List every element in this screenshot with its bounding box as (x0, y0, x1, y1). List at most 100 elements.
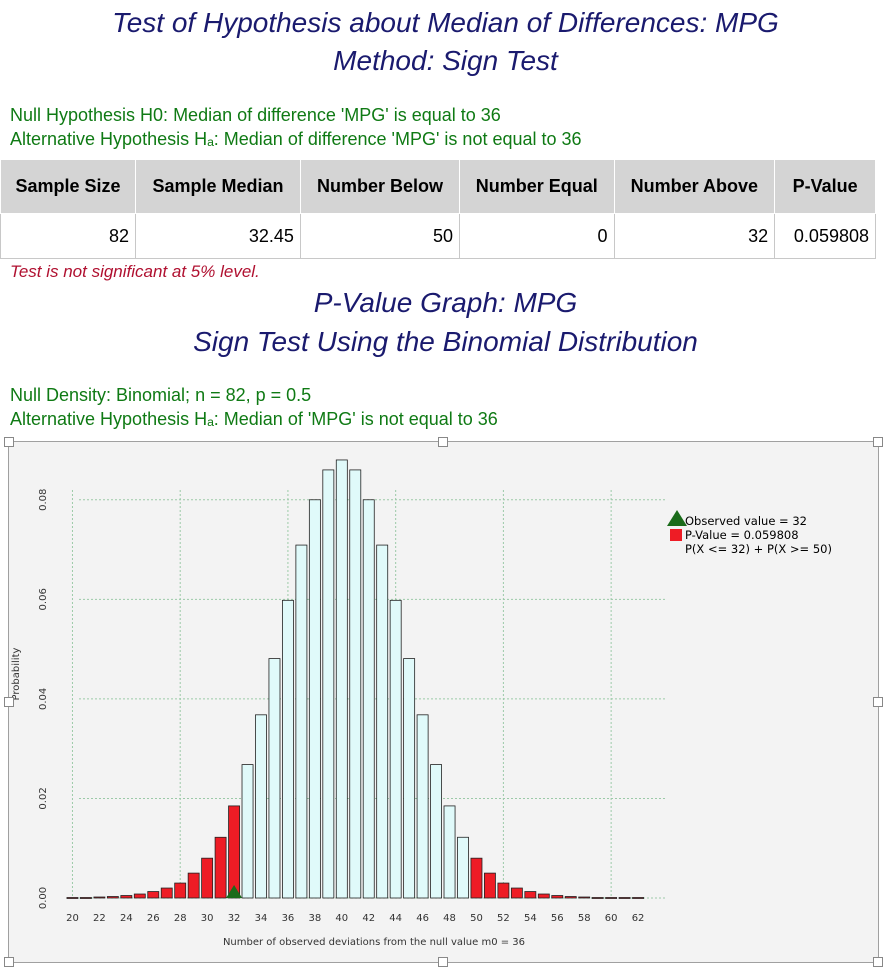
cell-sample-median: 32.45 (135, 213, 301, 259)
resize-handle-top-left[interactable] (4, 437, 14, 447)
x-tick-label: 62 (632, 913, 645, 924)
resize-handle-mid-right[interactable] (873, 697, 883, 707)
bar (524, 891, 537, 899)
bar (282, 599, 294, 899)
x-tick-label: 34 (255, 913, 268, 924)
x-tick-label: 60 (605, 913, 618, 924)
bar (389, 599, 402, 899)
col-sample-median: Sample Median (135, 159, 301, 214)
y-tick-label: 0.02 (38, 787, 49, 809)
bar (214, 836, 227, 899)
x-tick-label: 24 (120, 913, 133, 924)
bar (430, 764, 442, 899)
graph-title-line1: P-Value Graph: MPG (313, 287, 578, 318)
cell-p-value: 0.059808 (774, 213, 876, 259)
observed-marker (226, 885, 243, 898)
bar (564, 896, 577, 899)
bar (295, 544, 308, 899)
bar (308, 499, 321, 899)
x-tick-label: 56 (551, 913, 564, 924)
x-tick-label: 22 (93, 913, 106, 924)
cell-number-below: 50 (299, 213, 461, 259)
bar (322, 469, 335, 899)
bar (484, 872, 496, 899)
cell-number-equal: 0 (459, 213, 615, 259)
x-tick-label: 40 (335, 913, 348, 924)
bar (120, 895, 133, 899)
graph-alt-hypothesis: Alternative Hypothesis Hₐ: Median of 'MP… (10, 409, 498, 429)
cell-number-above: 32 (613, 213, 776, 259)
bar (160, 887, 173, 899)
bar (470, 857, 483, 899)
x-tick-label: 20 (66, 913, 79, 924)
legend-observed-icon (667, 510, 687, 526)
significance-note: Test is not significant at 5% level. (10, 262, 260, 281)
main-title-line2: Method: Sign Test (333, 45, 558, 76)
legend-pvalue-label: P-Value = 0.059808 (685, 528, 799, 542)
bar (537, 893, 550, 899)
cell-sample-size: 82 (0, 213, 137, 259)
legend-pvalue-expression: P(X <= 32) + P(X >= 50) (685, 542, 832, 556)
bar (618, 897, 631, 899)
y-tick-label: 0.00 (38, 887, 49, 909)
x-tick-label: 32 (228, 913, 241, 924)
bar (93, 896, 106, 899)
x-tick-label: 52 (497, 913, 510, 924)
bar (187, 872, 200, 899)
bar (106, 896, 119, 899)
x-tick-label: 36 (282, 913, 295, 924)
y-tick-label: 0.04 (38, 688, 49, 710)
x-tick-label: 48 (443, 913, 456, 924)
bar (376, 544, 389, 899)
main-title-line1: Test of Hypothesis about Median of Diffe… (112, 7, 779, 38)
x-tick-label: 38 (308, 913, 321, 924)
x-tick-label: 58 (578, 913, 591, 924)
bar (174, 882, 187, 899)
graph-title-line2: Sign Test Using the Binomial Distributio… (193, 326, 698, 357)
alt-hypothesis: Alternative Hypothesis Hₐ: Median of dif… (10, 129, 582, 149)
x-tick-label: 42 (362, 913, 375, 924)
x-tick-label: 26 (147, 913, 160, 924)
plot-background (9, 442, 878, 962)
bar (241, 764, 254, 899)
null-density: Null Density: Binomial; n = 82, p = 0.5 (10, 385, 312, 405)
legend-pvalue-icon (670, 529, 682, 541)
bar (510, 887, 523, 899)
bar (66, 897, 79, 899)
bar (497, 882, 510, 899)
bar (147, 891, 160, 899)
bar (268, 658, 281, 899)
x-axis-label: Number of observed deviations from the n… (223, 937, 525, 948)
table-row: 82 32.45 50 0 32 0.059808 (0, 213, 876, 259)
bar (578, 896, 591, 899)
bar (443, 805, 456, 899)
x-tick-label: 54 (524, 913, 537, 924)
bar (403, 658, 416, 899)
resize-handle-top-center[interactable] (438, 437, 448, 447)
bar (133, 893, 146, 899)
bar (201, 857, 214, 899)
bar (605, 897, 618, 899)
p-value-chart: 20 22 24 26 28 30 32 34 36 38 40 42 44 46 48 50 52 54 56 58… (9, 442, 878, 962)
resize-handle-bottom-right[interactable] (873, 957, 883, 967)
x-tick-label: 28 (174, 913, 187, 924)
graph-frame[interactable]: 20 22 24 26 28 30 32 34 36 38 40 42 44 46 48 50 52 54 56 58… (8, 441, 879, 963)
y-tick-label: 0.06 (38, 588, 49, 610)
bar (335, 459, 348, 899)
x-tick-label: 50 (470, 913, 483, 924)
null-hypothesis: Null Hypothesis H0: Median of difference… (10, 105, 501, 125)
resize-handle-bottom-center[interactable] (438, 957, 448, 967)
bar (349, 469, 362, 899)
bar (551, 895, 564, 899)
y-axis-label: Probability (11, 647, 22, 700)
x-tick-label: 30 (201, 913, 214, 924)
col-sample-size: Sample Size (0, 159, 137, 214)
results-table: Sample Size Sample Median Number Below N… (0, 159, 876, 259)
resize-handle-top-right[interactable] (873, 437, 883, 447)
resize-handle-mid-left[interactable] (4, 697, 14, 707)
bar (80, 897, 92, 899)
bar (632, 897, 644, 899)
col-number-equal: Number Equal (459, 159, 615, 214)
col-number-below: Number Below (299, 159, 461, 214)
resize-handle-bottom-left[interactable] (4, 957, 14, 967)
